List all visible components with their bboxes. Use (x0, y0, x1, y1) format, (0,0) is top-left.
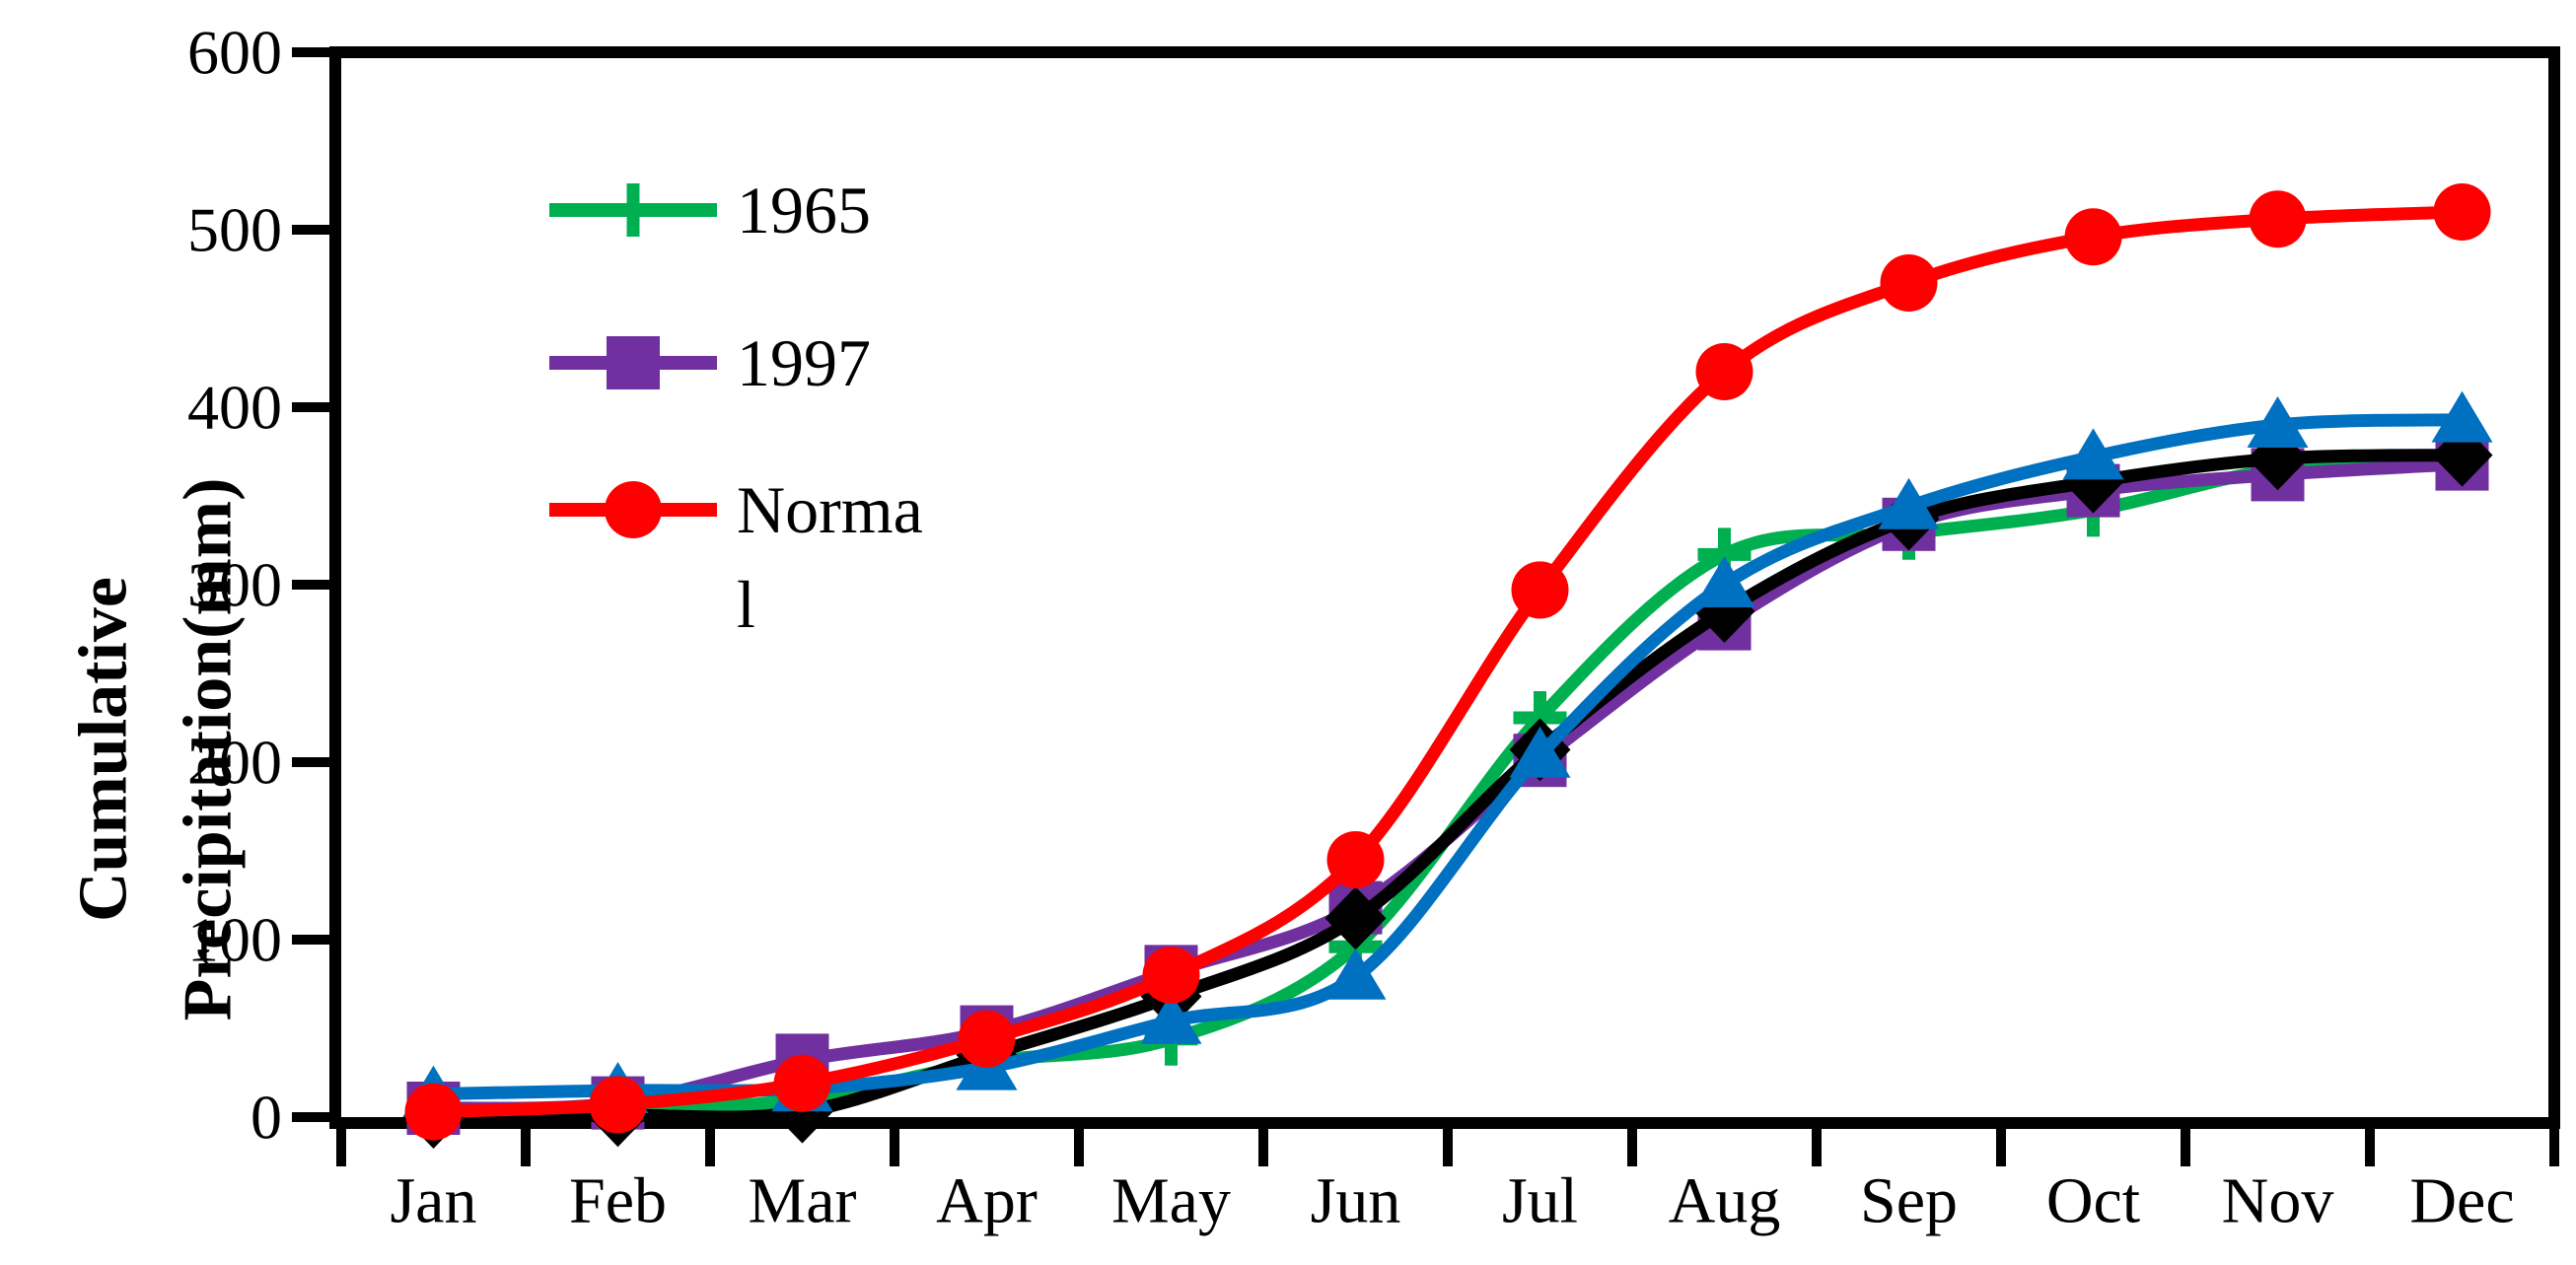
series-marker-Normal (773, 1054, 831, 1112)
y-axis-title-line: Cumulative (66, 577, 142, 922)
y-axis-title-line: Precipitation(mm) (171, 478, 247, 1021)
x-axis-month-label: Sep (1860, 1165, 1958, 1237)
series-line-1965 (427, 456, 2469, 1120)
series-marker-Normal (1326, 831, 1385, 888)
x-axis-month-label: May (1111, 1165, 1231, 1237)
legend-swatch-marker (607, 336, 660, 389)
y-axis-tick-label: 200 (187, 728, 282, 798)
series-marker-Normal (2249, 190, 2307, 248)
x-axis-month-label: Dec (2409, 1165, 2514, 1237)
series-line-diamond (427, 449, 2469, 1124)
series-marker-triangle (1693, 556, 1755, 607)
y-axis-tick-label: 400 (187, 373, 282, 443)
legend-label: 1965 (737, 173, 871, 247)
x-axis-month-label: Mar (749, 1165, 857, 1237)
series-marker-Normal (404, 1083, 463, 1141)
series-marker-Normal (589, 1076, 647, 1134)
x-axis-month-label: Nov (2222, 1165, 2334, 1237)
series-marker-Normal (1511, 561, 1569, 619)
y-axis-tick-label: 0 (250, 1083, 282, 1153)
x-axis-month-label: Jul (1502, 1165, 1578, 1237)
series-line-1997 (427, 457, 2469, 1115)
x-axis-month-label: Oct (2046, 1165, 2140, 1237)
legend-label: 1997 (737, 325, 871, 400)
series-marker-triangle (2431, 390, 2493, 443)
series-marker-triangle (2062, 428, 2124, 480)
y-axis-tick-label: 500 (187, 195, 282, 265)
x-axis-month-label: Aug (1669, 1165, 1781, 1237)
series-marker-Normal (1142, 947, 1200, 1004)
y-axis-tick-label: 600 (187, 18, 282, 88)
x-axis-month-label: Jun (1311, 1165, 1401, 1237)
legend-swatch-marker (605, 481, 662, 538)
series-marker-Normal (2433, 183, 2491, 241)
series-marker-triangle (1878, 477, 1940, 529)
x-axis-month-label: Feb (569, 1165, 667, 1237)
series-marker-triangle (1140, 992, 1202, 1044)
legend-label: l (737, 567, 755, 642)
series-marker-Normal (2064, 208, 2122, 266)
series-marker-Normal (958, 1010, 1016, 1068)
series-marker-Normal (1880, 254, 1938, 312)
legend-label: Norma (737, 472, 923, 547)
legend-swatch-marker (607, 183, 660, 237)
y-axis-tick-label: 100 (187, 905, 282, 975)
x-axis-month-label: Jan (391, 1165, 477, 1237)
series-marker-triangle (2247, 396, 2309, 448)
series-marker-diamond (1324, 886, 1387, 950)
y-axis-tick-label: 300 (187, 550, 282, 620)
series-marker-triangle (1324, 948, 1387, 1000)
series-marker-Normal (1695, 343, 1753, 400)
x-axis-month-label: Apr (936, 1165, 1038, 1237)
series-marker-triangle (1509, 726, 1571, 778)
